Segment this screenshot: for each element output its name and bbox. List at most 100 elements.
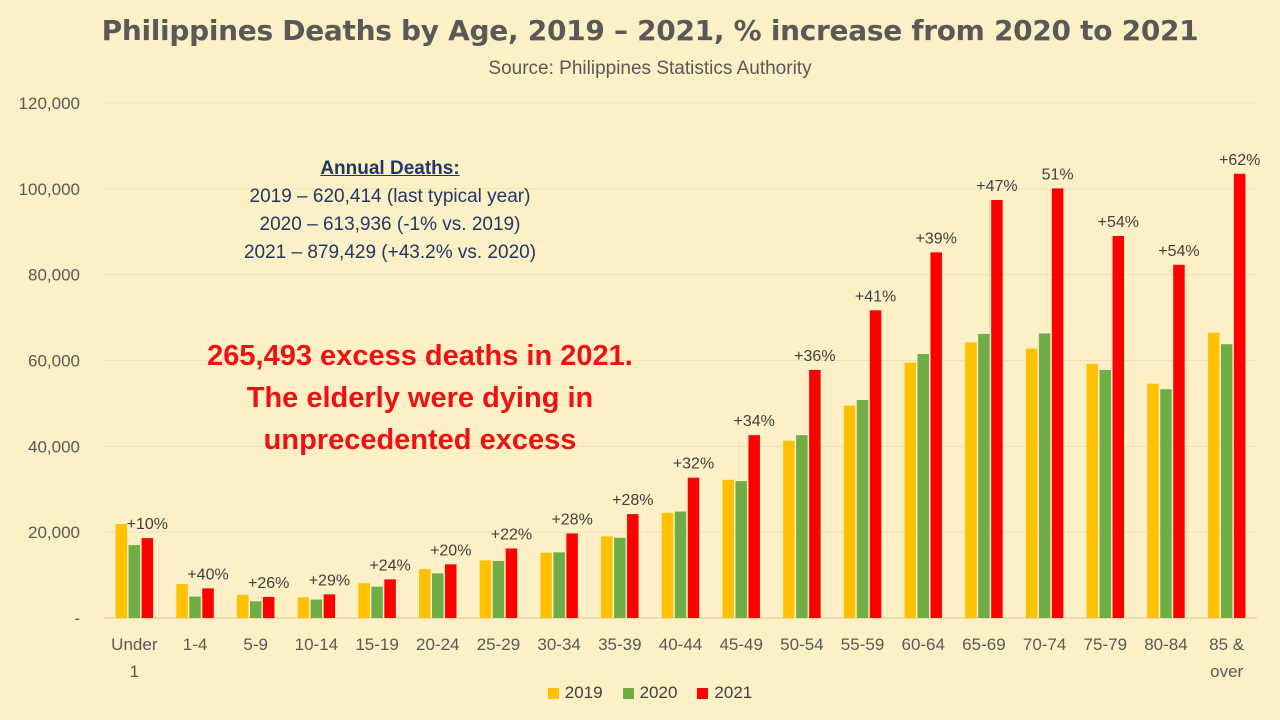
increase-label: +32% xyxy=(673,456,714,473)
bar-2021-35-39 xyxy=(627,514,639,618)
bar-2020-60-64 xyxy=(917,354,929,618)
legend-label-2020: 2020 xyxy=(639,683,678,702)
increase-label: +54% xyxy=(1158,243,1199,260)
bar-2020-under-1 xyxy=(128,545,141,618)
bar-2020-20-24 xyxy=(432,573,444,618)
legend-swatch-2019 xyxy=(547,687,559,699)
bar-2021-85-over xyxy=(1233,173,1246,618)
bar-2020-30-34 xyxy=(553,552,565,618)
bar-2021-60-64 xyxy=(930,252,942,618)
bar-2019-60-64 xyxy=(904,362,916,618)
bar-2020-85-over xyxy=(1220,344,1233,618)
legend-label-2021: 2021 xyxy=(714,683,753,702)
bar-2021-40-44 xyxy=(687,477,700,618)
increase-label: +36% xyxy=(794,348,835,365)
bar-2019-10-14 xyxy=(297,597,310,618)
bar-2020-35-39 xyxy=(614,537,626,618)
bar-2019-40-44 xyxy=(661,512,674,618)
x-tick-label: 15-19 xyxy=(355,635,398,654)
chart-subtitle: Source: Philippines Statistics Authority xyxy=(488,58,812,79)
bar-2020-1-4 xyxy=(189,596,201,618)
bar-2021-20-24 xyxy=(445,564,457,618)
bar-2021-70-74 xyxy=(1051,188,1064,618)
bar-2021-45-49 xyxy=(748,435,760,618)
legend-item-2020[interactable]: 2020 xyxy=(622,683,678,703)
legend-item-2021[interactable]: 2021 xyxy=(697,683,752,703)
bar-2019-25-29 xyxy=(479,560,492,618)
x-tick-label: 25-29 xyxy=(477,635,520,654)
bar-2020-80-84 xyxy=(1160,389,1172,618)
bar-2021-1-4 xyxy=(202,588,214,618)
y-tick-label: 120,000 xyxy=(19,94,80,113)
bar-2020-50-54 xyxy=(796,435,808,618)
increase-label: +34% xyxy=(733,413,774,430)
increase-label: +40% xyxy=(187,566,228,583)
increase-label: +26% xyxy=(248,575,289,592)
x-tick-label: 10-14 xyxy=(295,635,338,654)
bar-2019-20-24 xyxy=(419,569,431,618)
increase-label: +28% xyxy=(612,492,653,509)
x-tick-label: 30-34 xyxy=(537,635,580,654)
increase-label: +22% xyxy=(491,526,532,543)
annual-deaths-line-2019: 2019 – 620,414 (last typical year) xyxy=(249,186,531,207)
y-tick-label: 100,000 xyxy=(19,180,80,199)
annual-deaths-header: Annual Deaths: xyxy=(320,158,460,179)
bar-2021-75-79 xyxy=(1112,236,1125,618)
bar-2019-30-34 xyxy=(540,552,552,618)
bar-2020-55-59 xyxy=(856,399,869,618)
legend-item-2019[interactable]: 2019 xyxy=(547,683,603,703)
bar-2019-15-19 xyxy=(358,583,370,618)
x-tick-label: 60-64 xyxy=(901,635,944,654)
y-tick-label: 40,000 xyxy=(28,437,80,456)
annual-deaths-annotation: Annual Deaths: 2019 – 620,414 (last typi… xyxy=(200,155,580,267)
excess-line-3: unprecedented excess xyxy=(263,424,577,456)
x-tick-label: 5-9 xyxy=(243,635,268,654)
increase-label: +41% xyxy=(855,288,896,305)
increase-label: +39% xyxy=(916,230,957,247)
bar-2021-30-34 xyxy=(566,533,578,618)
bar-2019-under-1 xyxy=(115,524,128,618)
x-tick-label: 75-79 xyxy=(1084,635,1127,654)
y-tick-label: 80,000 xyxy=(28,266,80,285)
bar-2020-70-74 xyxy=(1038,333,1051,618)
legend-label-2019: 2019 xyxy=(564,683,603,702)
legend-swatch-2021 xyxy=(697,687,709,699)
y-tick-label: 20,000 xyxy=(28,523,80,542)
bar-2020-45-49 xyxy=(735,481,747,618)
x-tick-label: over xyxy=(1210,662,1243,681)
bar-2019-45-49 xyxy=(722,479,734,618)
x-tick-label: 70-74 xyxy=(1023,635,1066,654)
x-tick-label: 1-4 xyxy=(183,635,208,654)
bar-2021-50-54 xyxy=(809,369,821,618)
x-tick-label: 80-84 xyxy=(1144,635,1187,654)
increase-label: +24% xyxy=(369,557,410,574)
bar-2020-5-9 xyxy=(249,601,262,618)
increase-label: +54% xyxy=(1098,214,1139,231)
bar-2020-25-29 xyxy=(492,560,505,618)
x-tick-label: 45-49 xyxy=(719,635,762,654)
chart-legend: 2019 2020 2021 xyxy=(0,683,1280,703)
increase-label: +47% xyxy=(976,178,1017,195)
increase-label: +62% xyxy=(1219,152,1260,169)
bar-2021-55-59 xyxy=(869,310,882,618)
x-tick-label: 40-44 xyxy=(659,635,702,654)
x-tick-label: 50-54 xyxy=(780,635,823,654)
increase-label: +29% xyxy=(309,572,350,589)
x-tick-label: 35-39 xyxy=(598,635,641,654)
bar-2021-under-1 xyxy=(141,538,154,618)
increase-label: +28% xyxy=(551,511,592,528)
bar-2021-25-29 xyxy=(505,548,518,618)
bar-2019-75-79 xyxy=(1086,363,1099,618)
x-tick-label: Under xyxy=(111,635,158,654)
bar-2020-65-69 xyxy=(978,333,990,618)
x-tick-label: 65-69 xyxy=(962,635,1005,654)
bar-2019-80-84 xyxy=(1147,383,1159,618)
bar-2019-35-39 xyxy=(601,536,613,618)
bar-2019-70-74 xyxy=(1025,348,1038,618)
x-tick-label: 55-59 xyxy=(841,635,884,654)
increase-label: +10% xyxy=(127,516,168,533)
bar-2020-15-19 xyxy=(371,586,383,618)
bar-2019-1-4 xyxy=(176,584,188,618)
bar-2020-75-79 xyxy=(1099,369,1112,618)
